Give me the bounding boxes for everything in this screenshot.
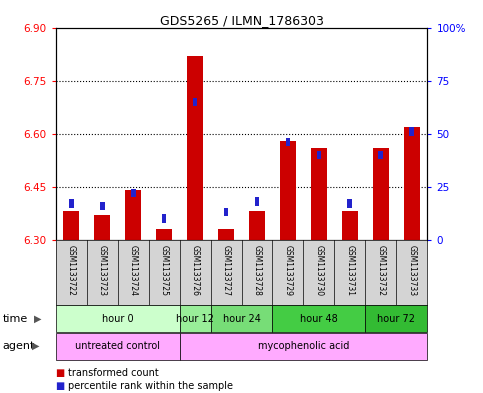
Bar <box>125 190 141 240</box>
Bar <box>285 138 290 146</box>
Text: hour 24: hour 24 <box>223 314 260 324</box>
Text: ■: ■ <box>56 381 65 391</box>
Text: ■: ■ <box>56 367 65 378</box>
Bar <box>272 305 366 332</box>
Bar <box>249 211 265 240</box>
Text: GSM1133725: GSM1133725 <box>159 245 169 296</box>
Bar <box>56 305 180 332</box>
Text: GSM1133728: GSM1133728 <box>253 245 261 296</box>
Text: GSM1133733: GSM1133733 <box>408 245 416 296</box>
Bar <box>211 305 272 332</box>
Bar <box>187 56 203 240</box>
Bar <box>99 202 104 210</box>
Bar <box>366 305 427 332</box>
Text: hour 48: hour 48 <box>300 314 338 324</box>
Text: time: time <box>2 314 28 324</box>
Text: GSM1133729: GSM1133729 <box>284 245 293 296</box>
Text: hour 72: hour 72 <box>377 314 415 324</box>
Text: GSM1133732: GSM1133732 <box>376 245 385 296</box>
Text: mycophenolic acid: mycophenolic acid <box>258 341 349 351</box>
Text: GDS5265 / ILMN_1786303: GDS5265 / ILMN_1786303 <box>159 14 324 27</box>
Bar <box>56 333 180 360</box>
Bar <box>63 211 79 240</box>
Bar <box>280 141 296 240</box>
Text: GSM1133723: GSM1133723 <box>98 245 107 296</box>
Text: GSM1133731: GSM1133731 <box>345 245 355 296</box>
Text: transformed count: transformed count <box>68 367 158 378</box>
Bar <box>130 189 136 197</box>
Text: hour 12: hour 12 <box>176 314 214 324</box>
Bar <box>379 151 384 159</box>
Bar <box>180 333 427 360</box>
Bar <box>347 199 353 208</box>
Text: ▶: ▶ <box>34 314 42 324</box>
Text: percentile rank within the sample: percentile rank within the sample <box>68 381 233 391</box>
Bar <box>180 305 211 332</box>
Bar <box>69 199 73 208</box>
Text: GSM1133722: GSM1133722 <box>67 245 75 296</box>
Text: GSM1133730: GSM1133730 <box>314 245 324 296</box>
Text: ▶: ▶ <box>32 341 40 351</box>
Bar <box>311 148 327 240</box>
Bar <box>218 229 234 240</box>
Text: hour 0: hour 0 <box>102 314 133 324</box>
Bar <box>404 127 420 240</box>
Bar <box>342 211 358 240</box>
Bar <box>94 215 110 240</box>
Bar <box>156 229 172 240</box>
Text: untreated control: untreated control <box>75 341 160 351</box>
Text: GSM1133726: GSM1133726 <box>190 245 199 296</box>
Bar <box>316 151 322 159</box>
Bar <box>255 197 259 206</box>
Bar <box>193 97 198 106</box>
Bar <box>410 127 414 136</box>
Text: GSM1133727: GSM1133727 <box>222 245 230 296</box>
Bar <box>224 208 228 217</box>
Bar <box>373 148 389 240</box>
Text: agent: agent <box>2 341 35 351</box>
Text: GSM1133724: GSM1133724 <box>128 245 138 296</box>
Bar <box>161 214 167 223</box>
